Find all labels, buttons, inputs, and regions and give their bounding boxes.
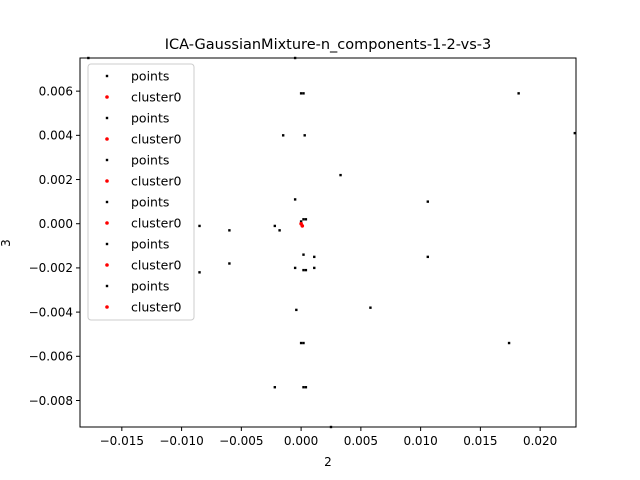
legend-label: points (131, 237, 169, 252)
data-point (507, 341, 511, 345)
y-axis-title: 3 (0, 239, 13, 247)
data-point (313, 255, 316, 259)
legend: points cluster0 points cluster0 points cluste… (87, 63, 195, 321)
x-tick-label: 0.010 (403, 434, 437, 448)
legend-label: points (131, 111, 169, 126)
data-point (426, 255, 429, 259)
legend-label: cluster0 (131, 216, 182, 231)
legend-marker-points (105, 242, 109, 246)
data-point (273, 224, 277, 228)
y-axis-ticks: −0.008 −0.006 −0.004 −0.002 0.000 0.002 0.004 0… (29, 84, 80, 408)
y-tick-label: −0.004 (29, 305, 73, 319)
cluster0-point (300, 224, 305, 228)
data-point (299, 220, 303, 223)
legend-marker-cluster0 (105, 95, 109, 99)
data-point (278, 229, 281, 232)
data-point (573, 131, 577, 135)
y-tick-label: 0.006 (39, 84, 73, 98)
x-tick-label: 0.005 (344, 434, 378, 448)
data-point (295, 308, 298, 312)
data-point (339, 173, 342, 177)
y-tick-label: 0.002 (39, 173, 73, 187)
data-point (302, 341, 305, 345)
data-point (302, 92, 305, 95)
legend-marker-cluster0 (105, 179, 109, 183)
legend-label: cluster0 (131, 174, 182, 189)
legend-label: cluster0 (131, 300, 182, 315)
data-point (299, 341, 303, 345)
data-point (304, 218, 308, 221)
legend-marker-cluster0 (105, 263, 109, 267)
data-point (198, 271, 201, 274)
data-point (517, 92, 520, 95)
legend-marker-points (105, 200, 109, 204)
data-point (281, 134, 285, 137)
x-tick-label: −0.010 (159, 434, 203, 448)
legend-entries: points cluster0 points cluster0 points cluste… (105, 69, 182, 315)
legend-label: points (131, 153, 169, 168)
data-point (426, 200, 429, 203)
data-point (302, 218, 305, 221)
data-point (293, 266, 297, 270)
legend-marker-points (105, 158, 109, 162)
legend-marker-cluster0 (105, 137, 109, 141)
data-point (302, 386, 305, 389)
y-tick-label: 0.000 (39, 217, 73, 231)
plot-frame (79, 57, 577, 428)
legend-label: cluster0 (131, 90, 182, 105)
data-point (228, 229, 231, 232)
chart-title: ICA-GaussianMixture-n_components-1-2-vs-… (165, 37, 491, 53)
legend-marker-points (105, 284, 109, 288)
legend-label: points (131, 279, 169, 294)
data-point (303, 134, 306, 137)
y-tick-label: 0.004 (39, 129, 73, 143)
legend-marker-points (105, 74, 109, 78)
data-point (302, 253, 305, 256)
y-tick-label: −0.006 (29, 350, 73, 364)
data-point (313, 266, 316, 270)
x-tick-label: 0.020 (523, 434, 557, 448)
x-axis-title: 2 (324, 455, 332, 469)
legend-label: points (131, 195, 169, 210)
data-point (369, 306, 372, 309)
legend-label: points (131, 69, 169, 84)
legend-marker-points (105, 116, 109, 120)
data-point (293, 198, 297, 201)
x-tick-label: 0.000 (284, 434, 318, 448)
data-point (304, 268, 308, 272)
y-tick-label: −0.008 (29, 394, 73, 408)
legend-label: cluster0 (131, 258, 182, 273)
data-point (299, 92, 303, 95)
legend-box (87, 63, 195, 321)
data-point (198, 224, 201, 228)
x-tick-label: −0.005 (219, 434, 263, 448)
legend-label: cluster0 (131, 132, 182, 147)
x-tick-label: 0.015 (463, 434, 497, 448)
data-point (304, 386, 308, 389)
data-point (273, 386, 277, 389)
x-tick-label: −0.015 (100, 434, 144, 448)
y-tick-label: −0.002 (29, 261, 73, 275)
x-axis-ticks: −0.015 −0.010 −0.005 0.000 0.005 0.010 0.015 0.… (100, 427, 557, 448)
legend-marker-cluster0 (105, 221, 109, 225)
legend-marker-cluster0 (105, 305, 109, 309)
data-point (302, 268, 305, 272)
data-points (87, 56, 577, 429)
data-point (228, 262, 231, 265)
